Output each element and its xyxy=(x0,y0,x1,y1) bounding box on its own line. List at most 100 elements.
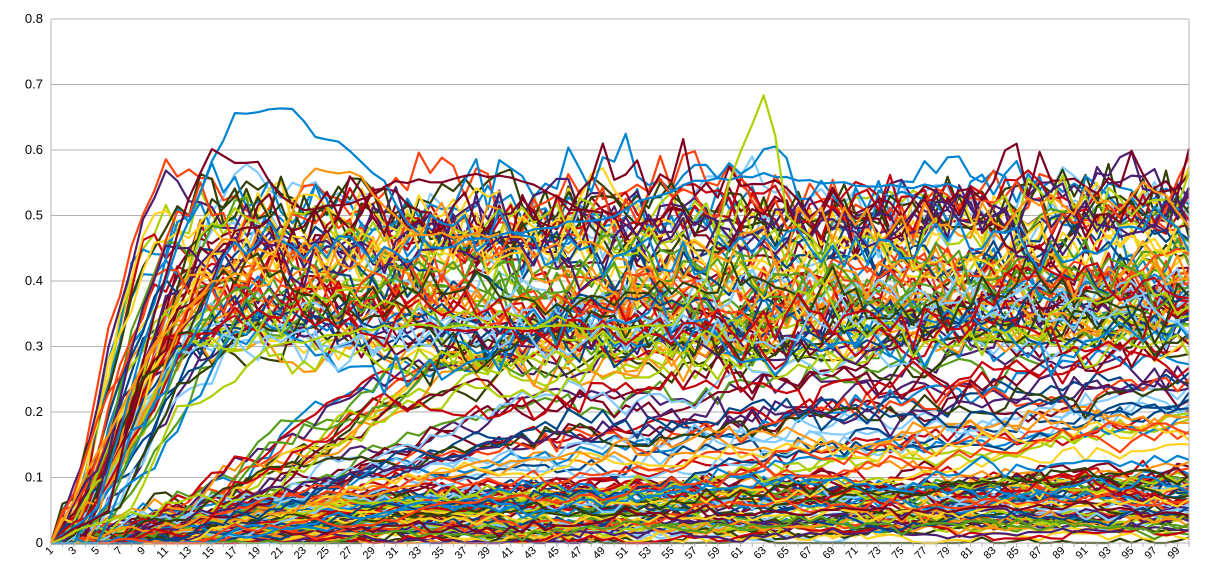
series-line xyxy=(51,294,1190,545)
y-tick-label: 0.1 xyxy=(25,470,43,485)
x-tick-label: 51 xyxy=(614,545,631,562)
series-line xyxy=(50,312,1190,545)
x-tick-label: 3 xyxy=(66,545,79,558)
x-tick-label: 1 xyxy=(43,545,56,558)
x-tick-labels: 1 3 5 7 9 11 13 15 17 19 21 23 25 27 29 31 33 35 37 39 41 43 4… xyxy=(43,545,1182,562)
x-tick-label: 99 xyxy=(1165,545,1182,562)
series-line xyxy=(50,264,1190,544)
x-tick-label: 21 xyxy=(269,545,286,562)
series-line xyxy=(51,376,1190,545)
x-tick-label: 97 xyxy=(1142,545,1159,562)
series-line xyxy=(50,167,500,544)
y-tick-label: 0.6 xyxy=(25,142,43,157)
x-tick-label: 15 xyxy=(200,545,217,562)
series-line xyxy=(51,425,1190,545)
series-line xyxy=(50,262,1190,544)
x-tick-label: 67 xyxy=(798,545,815,562)
series-line xyxy=(50,148,603,544)
series-line xyxy=(50,181,1190,545)
x-tick-label: 53 xyxy=(637,545,654,562)
x-tick-label: 35 xyxy=(430,545,447,562)
x-tick-label: 65 xyxy=(775,545,792,562)
x-tick-label: 69 xyxy=(821,545,838,562)
x-tick-label: 73 xyxy=(867,545,884,562)
y-tick-label: 0.3 xyxy=(25,339,43,354)
x-tick-label: 7 xyxy=(112,545,125,558)
axes xyxy=(50,19,1190,547)
series-line xyxy=(51,312,1190,545)
x-tick-label: 39 xyxy=(476,545,493,562)
x-tick-label: 11 xyxy=(155,545,172,562)
y-tick-labels: 0 0.1 0.2 0.3 0.4 0.5 0.6 0.7 0.8 xyxy=(25,11,43,550)
x-tick-label: 45 xyxy=(545,545,562,562)
x-tick-label: 9 xyxy=(135,545,148,558)
x-tick-label: 83 xyxy=(982,545,999,562)
y-tick-label: 0 xyxy=(36,535,43,550)
series-line xyxy=(51,368,1190,545)
x-tick-label: 49 xyxy=(591,545,608,562)
series-line xyxy=(49,246,1190,544)
series-line xyxy=(50,421,1190,545)
x-tick-label: 13 xyxy=(177,545,194,562)
x-tick-label: 87 xyxy=(1028,545,1045,562)
x-tick-label: 31 xyxy=(384,545,401,562)
series-lines xyxy=(49,94,1191,545)
series-line xyxy=(51,396,1190,545)
series-line xyxy=(51,392,1190,545)
series-line xyxy=(50,107,960,544)
series-line xyxy=(50,298,1190,544)
series-line xyxy=(50,300,1190,544)
x-tick-label: 91 xyxy=(1074,545,1091,562)
x-tick-label: 59 xyxy=(706,545,723,562)
x-tick-label: 77 xyxy=(913,545,930,562)
series-line xyxy=(50,409,1190,545)
series-line xyxy=(51,251,1190,545)
series-line xyxy=(50,231,1190,544)
series-line xyxy=(50,333,1190,545)
x-tick-label: 63 xyxy=(752,545,769,562)
y-tick-label: 0.8 xyxy=(25,11,43,26)
series-line xyxy=(50,514,1190,545)
series-line xyxy=(51,350,1190,545)
x-tick-label: 85 xyxy=(1005,545,1022,562)
x-tick-label: 71 xyxy=(844,545,861,562)
series-line xyxy=(50,233,1190,545)
x-tick-label: 79 xyxy=(936,545,953,562)
series-line xyxy=(51,188,1191,545)
series-line xyxy=(50,181,1190,544)
x-tick-label: 81 xyxy=(959,545,976,562)
series-line xyxy=(50,379,1190,545)
y-tick-label: 0.5 xyxy=(25,208,43,223)
x-tick-label: 5 xyxy=(89,545,102,558)
y-tick-label: 0.7 xyxy=(25,77,43,92)
x-tick-label: 61 xyxy=(729,545,746,562)
x-tick-label: 55 xyxy=(660,545,677,562)
x-tick-label: 43 xyxy=(522,545,539,562)
x-tick-label: 41 xyxy=(499,545,516,562)
y-tick-label: 0.2 xyxy=(25,404,43,419)
x-tick-label: 27 xyxy=(338,545,355,562)
x-tick-label: 25 xyxy=(315,545,332,562)
x-tick-label: 47 xyxy=(568,545,585,562)
x-tick-label: 17 xyxy=(223,545,240,562)
series-line xyxy=(50,132,1190,544)
x-tick-label: 57 xyxy=(683,545,700,562)
x-tick-label: 33 xyxy=(407,545,424,562)
series-line xyxy=(50,280,1190,544)
x-tick-label: 37 xyxy=(453,545,470,562)
x-tick-label: 89 xyxy=(1051,545,1068,562)
series-line xyxy=(50,138,1190,544)
x-tick-label: 93 xyxy=(1097,545,1114,562)
series-line xyxy=(50,94,823,545)
x-tick-label: 23 xyxy=(292,545,309,562)
x-tick-label: 75 xyxy=(890,545,907,562)
x-tick-label: 29 xyxy=(361,545,378,562)
series-line xyxy=(51,205,1190,545)
x-tick-label: 19 xyxy=(246,545,263,562)
series-line xyxy=(50,253,1190,545)
x-tick-label: 95 xyxy=(1119,545,1136,562)
series-line xyxy=(50,181,1191,545)
series-line xyxy=(51,297,1190,545)
y-tick-label: 0.4 xyxy=(25,273,43,288)
